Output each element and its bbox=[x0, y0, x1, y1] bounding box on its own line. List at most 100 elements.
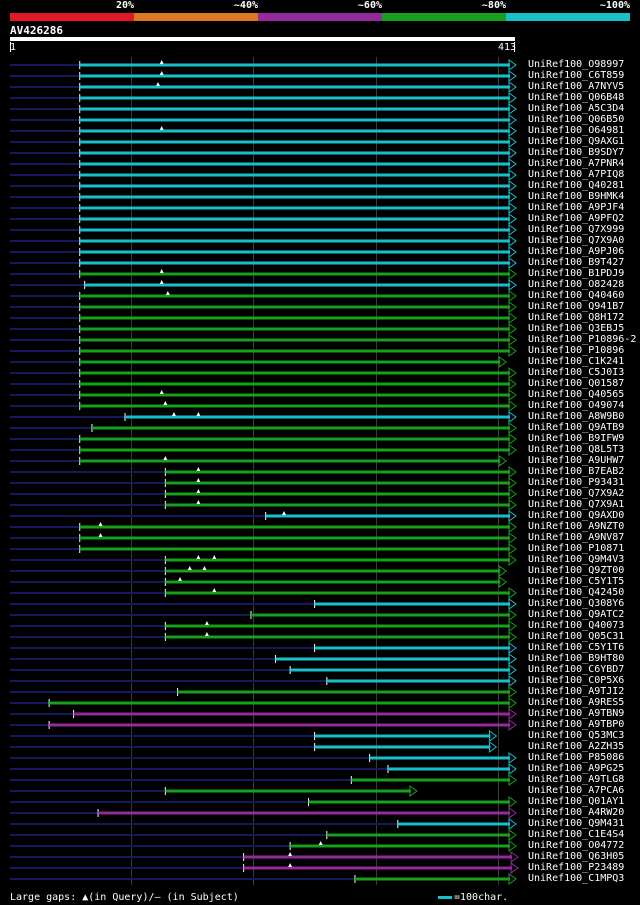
hit-label[interactable]: UniRef100_Q7X999 bbox=[528, 224, 625, 235]
hit-label[interactable]: UniRef100_B7EAB2 bbox=[528, 466, 625, 477]
hit-label[interactable]: UniRef100_C1K241 bbox=[528, 356, 625, 367]
hit-row[interactable] bbox=[10, 356, 508, 368]
hit-row[interactable] bbox=[10, 708, 517, 720]
hit-row[interactable] bbox=[10, 499, 517, 511]
hit-label[interactable]: UniRef100_B9IFW9 bbox=[528, 433, 625, 444]
hit-row[interactable] bbox=[10, 444, 517, 456]
hit-row[interactable] bbox=[10, 224, 517, 236]
hit-label[interactable]: UniRef100_Q63H05 bbox=[528, 851, 625, 862]
hit-label[interactable]: UniRef100_Q8L5T3 bbox=[528, 444, 625, 455]
hit-label[interactable]: UniRef100_A4RW20 bbox=[528, 807, 625, 818]
hit-row[interactable] bbox=[10, 257, 517, 269]
hit-row[interactable] bbox=[10, 873, 517, 885]
hit-label[interactable]: UniRef100_A7NYV5 bbox=[528, 81, 625, 92]
hit-row[interactable] bbox=[10, 378, 517, 390]
hit-row[interactable] bbox=[10, 125, 517, 137]
hit-label[interactable]: UniRef100_C1E4S4 bbox=[528, 829, 625, 840]
hit-label[interactable]: UniRef100_A9PJ06 bbox=[528, 246, 625, 257]
hit-label[interactable]: UniRef100_Q9M4V3 bbox=[528, 554, 625, 565]
hit-row[interactable] bbox=[10, 807, 517, 819]
hit-row[interactable] bbox=[10, 323, 517, 335]
hit-label[interactable]: UniRef100_A9PFQ2 bbox=[528, 213, 625, 224]
hit-label[interactable]: UniRef100_Q7X9A0 bbox=[528, 235, 625, 246]
hit-row[interactable] bbox=[10, 598, 517, 610]
hit-row[interactable] bbox=[10, 180, 517, 192]
hit-row[interactable] bbox=[10, 609, 517, 621]
hit-row[interactable] bbox=[10, 818, 517, 830]
hit-row[interactable] bbox=[10, 653, 517, 665]
hit-row[interactable] bbox=[10, 81, 517, 93]
hit-label[interactable]: UniRef100_B9HMK4 bbox=[528, 191, 625, 202]
hit-label[interactable]: UniRef100_C6T859 bbox=[528, 70, 625, 81]
hit-label[interactable]: UniRef100_B1PDJ9 bbox=[528, 268, 625, 279]
hit-label[interactable]: UniRef100_P23489 bbox=[528, 862, 625, 873]
hit-row[interactable] bbox=[10, 147, 517, 159]
hit-label[interactable]: UniRef100_B9T427 bbox=[528, 257, 625, 268]
hit-label[interactable]: UniRef100_P93431 bbox=[528, 477, 625, 488]
hit-row[interactable] bbox=[10, 620, 517, 632]
hit-label[interactable]: UniRef100_C5Y1T6 bbox=[528, 642, 625, 653]
hit-label[interactable]: UniRef100_A5C3D4 bbox=[528, 103, 625, 114]
hit-label[interactable]: UniRef100_Q3EBJ5 bbox=[528, 323, 625, 334]
hit-label[interactable]: UniRef100_A9TBN9 bbox=[528, 708, 625, 719]
hit-label[interactable]: UniRef100_Q06B48 bbox=[528, 92, 625, 103]
hit-row[interactable] bbox=[10, 565, 508, 577]
hit-label[interactable]: UniRef100_O49074 bbox=[528, 400, 625, 411]
hit-row[interactable] bbox=[10, 367, 517, 379]
hit-label[interactable]: UniRef100_C0P5X6 bbox=[528, 675, 625, 686]
hit-label[interactable]: UniRef100_C5J0I3 bbox=[528, 367, 625, 378]
hit-label[interactable]: UniRef100_P10896 bbox=[528, 345, 625, 356]
hit-label[interactable]: UniRef100_P85086 bbox=[528, 752, 625, 763]
hit-row[interactable] bbox=[10, 521, 517, 533]
hit-label[interactable]: UniRef100_Q06B50 bbox=[528, 114, 625, 125]
hit-label[interactable]: UniRef100_Q9ATC2 bbox=[528, 609, 625, 620]
hit-row[interactable] bbox=[10, 389, 517, 401]
hit-row[interactable] bbox=[10, 785, 418, 797]
hit-row[interactable] bbox=[10, 92, 517, 104]
hit-row[interactable] bbox=[10, 862, 519, 874]
hit-label[interactable]: UniRef100_Q308Y6 bbox=[528, 598, 625, 609]
hit-row[interactable] bbox=[10, 631, 517, 643]
hit-row[interactable] bbox=[10, 840, 517, 852]
hit-row[interactable] bbox=[10, 290, 517, 302]
hit-row[interactable] bbox=[10, 532, 517, 544]
hit-row[interactable] bbox=[10, 411, 517, 423]
hit-row[interactable] bbox=[10, 114, 517, 126]
hit-label[interactable]: UniRef100_A9PJF4 bbox=[528, 202, 625, 213]
hit-row[interactable] bbox=[10, 136, 517, 148]
hit-label[interactable]: UniRef100_A7PCA6 bbox=[528, 785, 625, 796]
hit-row[interactable] bbox=[10, 730, 498, 742]
hit-row[interactable] bbox=[10, 664, 517, 676]
hit-row[interactable] bbox=[10, 829, 517, 841]
hit-row[interactable] bbox=[10, 554, 517, 566]
hit-label[interactable]: UniRef100_C6YBD7 bbox=[528, 664, 625, 675]
hit-row[interactable] bbox=[10, 103, 517, 115]
hit-label[interactable]: UniRef100_Q40460 bbox=[528, 290, 625, 301]
hit-row[interactable] bbox=[10, 686, 517, 698]
hit-row[interactable] bbox=[10, 169, 517, 181]
hit-row[interactable] bbox=[10, 268, 517, 280]
hit-row[interactable] bbox=[10, 543, 517, 555]
hit-label[interactable]: UniRef100_Q05C31 bbox=[528, 631, 625, 642]
hit-label[interactable]: UniRef100_A9UHW7 bbox=[528, 455, 625, 466]
hit-row[interactable] bbox=[10, 433, 517, 445]
hit-row[interactable] bbox=[10, 345, 517, 357]
hit-row[interactable] bbox=[10, 59, 517, 71]
hit-label[interactable]: UniRef100_C5Y1T5 bbox=[528, 576, 625, 587]
hit-label[interactable]: UniRef100_Q9AXD0 bbox=[528, 510, 625, 521]
hit-row[interactable] bbox=[10, 312, 517, 324]
hit-label[interactable]: UniRef100_Q01AY1 bbox=[528, 796, 625, 807]
hit-label[interactable]: UniRef100_Q42450 bbox=[528, 587, 625, 598]
hit-label[interactable]: UniRef100_B9HT80 bbox=[528, 653, 625, 664]
hit-row[interactable] bbox=[10, 675, 517, 687]
hit-row[interactable] bbox=[10, 158, 517, 170]
hit-row[interactable] bbox=[10, 246, 517, 258]
hit-label[interactable]: UniRef100_Q9M431 bbox=[528, 818, 625, 829]
hit-label[interactable]: UniRef100_B9SDY7 bbox=[528, 147, 625, 158]
hit-row[interactable] bbox=[10, 279, 517, 291]
hit-label[interactable]: UniRef100_Q9ZT00 bbox=[528, 565, 625, 576]
hit-row[interactable] bbox=[10, 642, 517, 654]
hit-row[interactable] bbox=[10, 422, 517, 434]
hit-label[interactable]: UniRef100_Q8H172 bbox=[528, 312, 625, 323]
hit-label[interactable]: UniRef100_P10896-2 bbox=[528, 334, 637, 345]
